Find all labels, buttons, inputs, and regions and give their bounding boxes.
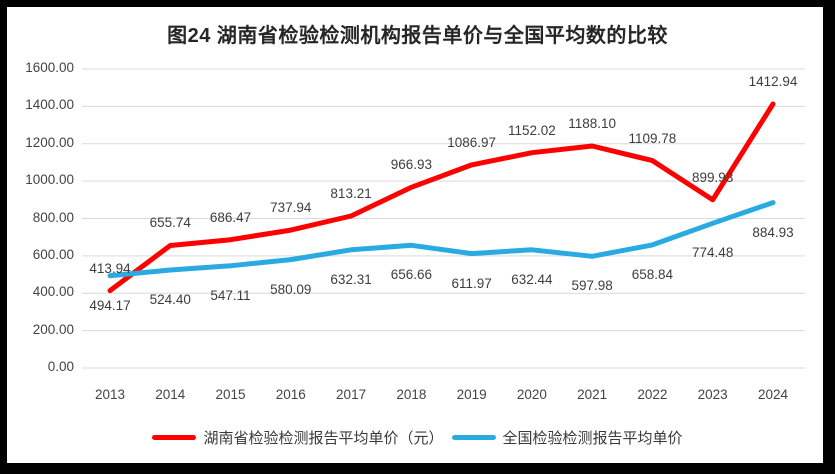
data-label-national: 774.48 [692,245,734,261]
data-label-national: 656.66 [390,267,432,283]
data-label-national: 547.11 [210,287,251,303]
data-label-hunan: 737.94 [270,200,312,216]
data-label-hunan: 413.94 [89,260,131,276]
data-label-national: 658.84 [631,266,674,282]
y-axis-tick-label: 1000.00 [25,172,74,188]
data-label-hunan: 1412.94 [748,73,798,89]
data-label-hunan: 686.47 [209,209,252,225]
x-axis-tick-label: 2017 [336,387,367,402]
x-axis-tick-label: 2021 [577,387,608,402]
legend-label-hunan: 湖南省检验检测报告平均单价（元） [203,430,444,447]
data-label-national: 884.93 [752,224,794,240]
legend-item-national: 全国检验检测报告平均单价 [451,427,683,448]
data-label-national: 632.44 [511,271,553,287]
data-label-hunan: 655.74 [149,215,191,231]
y-axis-tick-label: 1600.00 [25,60,74,75]
data-label-hunan: 966.93 [390,157,432,173]
legend-item-hunan: 湖南省检验检测报告平均单价（元） [152,427,444,448]
x-axis-tick-label: 2020 [516,387,547,402]
y-axis-tick-label: 400.00 [32,284,74,300]
x-axis-tick-label: 2023 [697,387,728,402]
y-axis-tick-label: 1200.00 [25,134,74,150]
legend-swatch-hunan-icon [152,435,197,440]
x-axis-tick-label: 2015 [215,387,246,402]
x-axis-tick-label: 2016 [275,387,306,402]
data-label-hunan: 1086.97 [447,134,497,150]
data-label-national: 611.97 [451,275,492,291]
legend-swatch-national-icon [451,435,496,440]
data-label-national: 597.98 [571,278,613,294]
chart-title: 图24 湖南省检验检测机构报告单价与全国平均数的比较 [167,25,668,47]
x-axis-tick-label: 2018 [396,387,427,402]
data-label-hunan: 1152.02 [507,122,556,138]
y-axis-tick-label: 200.00 [32,321,74,337]
x-axis-tick-label: 2019 [456,387,487,402]
data-label-hunan: 1188.10 [568,115,617,131]
y-axis-tick-label: 0.00 [47,359,74,374]
data-label-hunan: 813.21 [330,186,372,202]
data-label-national: 494.17 [89,297,131,313]
x-axis-tick-label: 2024 [757,387,788,402]
data-label-national: 632.31 [330,271,372,287]
y-axis-tick-label: 600.00 [32,246,74,262]
y-axis-tick-label: 800.00 [32,209,74,225]
x-axis-tick-label: 2013 [94,387,126,402]
data-label-national: 524.40 [149,292,191,307]
legend: 湖南省检验检测报告平均单价（元） 全国检验检测报告平均单价 [0,427,835,448]
x-axis-tick-label: 2022 [637,387,668,402]
data-label-national: 580.09 [270,281,312,297]
data-label-hunan: 899.93 [692,169,734,185]
y-axis-tick-label: 1400.00 [25,97,74,113]
x-axis-tick-label: 2014 [155,387,186,402]
series-line-hunan [107,101,776,294]
data-label-hunan: 1109.78 [628,130,677,146]
series-line-national [107,200,776,279]
legend-label-national: 全国检验检测报告平均单价 [502,430,683,447]
